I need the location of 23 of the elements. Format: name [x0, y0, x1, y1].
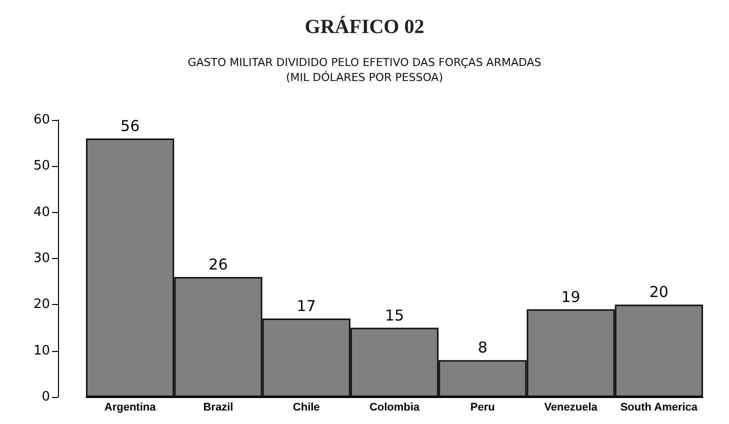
- data-label: 26: [208, 255, 228, 274]
- x-tick-label: Venezuela: [544, 402, 598, 414]
- data-label: 20: [649, 283, 668, 302]
- data-label: 56: [120, 116, 140, 135]
- y-tick-label: 10: [33, 343, 50, 358]
- data-label: 8: [478, 338, 488, 357]
- y-tick-label: 40: [33, 204, 50, 220]
- y-tick-label: 50: [33, 158, 50, 174]
- x-tick-label: Brazil: [203, 402, 234, 414]
- y-tick-label: 60: [33, 112, 50, 128]
- x-tick-label: Colombia: [369, 402, 420, 414]
- x-tick-label: Chile: [292, 402, 320, 414]
- chart-title: GRÁFICO 02: [304, 15, 424, 38]
- data-label: 17: [296, 297, 316, 316]
- y-tick-label: 30: [33, 251, 50, 266]
- data-label: 19: [561, 288, 580, 306]
- x-tick-label: Peru: [470, 402, 495, 414]
- x-tick-label: South America: [620, 402, 698, 414]
- chart-subtitle: GASTO MILITAR DIVIDIDO PELO EFETIVO DAS FORÇAS ARMADAS (MIL DÓLARES POR PESSOA): [188, 56, 542, 84]
- data-label: 15: [384, 306, 404, 324]
- x-tick-label: Argentina: [104, 402, 157, 414]
- y-tick-label: 20: [33, 297, 50, 312]
- y-tick-label: 0: [42, 390, 50, 404]
